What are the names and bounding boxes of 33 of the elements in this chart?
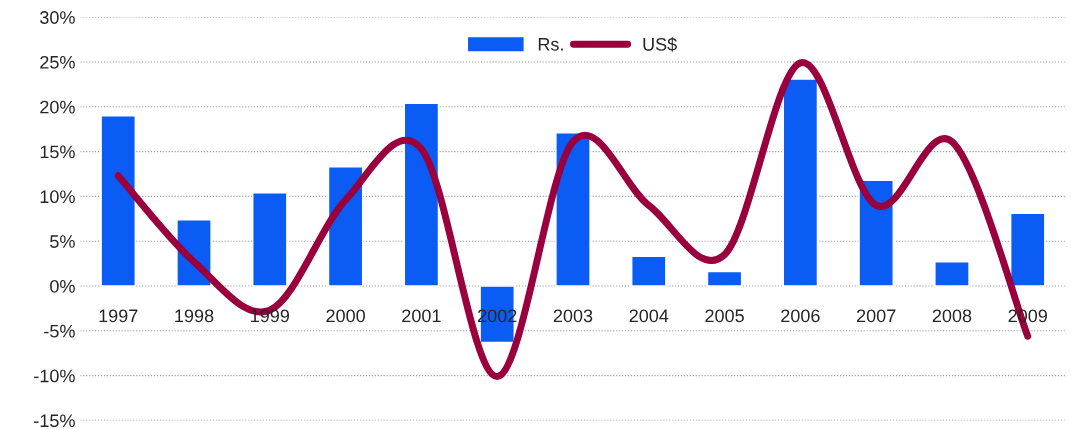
bar [934,261,970,287]
y-tick-label: 5% [50,235,75,248]
x-tick-label: 2007 [856,309,896,323]
x-tick-label: 2005 [705,309,744,323]
x-tick-label: 2004 [629,309,669,323]
bar [631,255,667,287]
y-tick-label: 30% [40,11,75,24]
bar [858,179,894,287]
x-tick-label: 1997 [99,309,138,323]
x-tick-label: 2008 [932,309,972,323]
bar [100,115,136,287]
y-tick-label: 25% [40,55,75,69]
x-tick-label: 1999 [251,309,290,323]
y-tick-label: -10% [34,369,75,383]
x-tick-label: 2003 [553,309,593,323]
legend-label: Rs. [538,38,563,51]
x-tick-label: 1998 [175,309,214,323]
y-tick-label: 20% [40,100,75,114]
bar [252,192,288,287]
y-tick-label: -15% [34,414,75,428]
y-tick-label: 10% [40,190,75,204]
y-tick-label: 0% [50,279,75,293]
y-tick-label: 15% [40,145,75,159]
y-tick-label: -5% [44,324,75,338]
bar [782,78,819,287]
bar [706,270,743,287]
bar [1009,212,1046,287]
x-tick-label: 2000 [326,309,365,323]
bar [403,102,440,287]
legend-label: US$ [643,37,677,52]
x-tick-label: 2001 [402,309,441,323]
x-tick-label: 2006 [781,309,820,323]
bar [555,132,591,287]
